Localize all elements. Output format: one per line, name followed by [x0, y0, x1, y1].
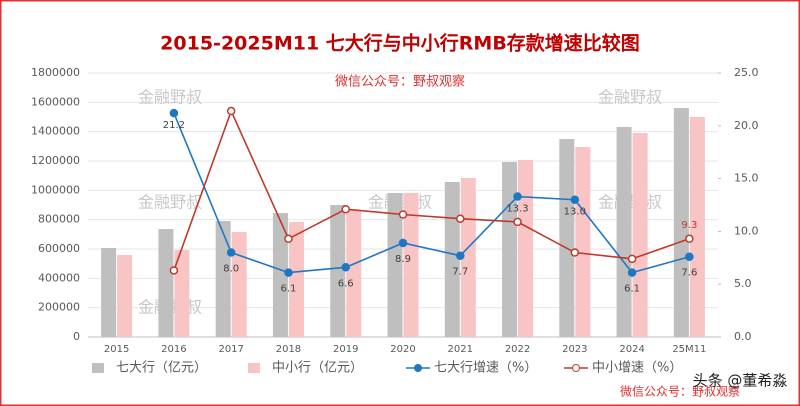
legend-label: 中小增速（%）	[592, 361, 682, 376]
bar	[101, 247, 117, 337]
bar	[272, 213, 288, 337]
line-point	[398, 210, 408, 219]
line-point	[685, 234, 694, 244]
data-label: 7.6	[681, 268, 697, 279]
chart-subtitle: 微信公众号：野叔观察	[335, 75, 465, 90]
bar	[403, 192, 419, 337]
data-label: 8.9	[395, 254, 411, 265]
watermark: 金融野叔	[138, 88, 202, 107]
chart-title: 2015-2025M11 七大行与中小行RMB存款增速比较图	[160, 32, 640, 55]
bar	[502, 162, 518, 337]
line-point	[570, 195, 580, 204]
x-tick-label: 2015	[104, 344, 129, 355]
bar	[231, 231, 247, 337]
y-tick-label: 1800000	[31, 66, 80, 79]
line-point	[398, 238, 408, 248]
x-tick-label: 25M11	[672, 344, 706, 355]
data-label: 21.2	[163, 120, 185, 131]
line-point	[456, 214, 465, 223]
bar	[330, 205, 346, 337]
bar	[559, 139, 575, 337]
bar	[575, 147, 591, 337]
line-point	[226, 106, 236, 116]
data-label: 13.0	[564, 207, 586, 218]
line-point	[685, 252, 694, 261]
data-label: 8.0	[223, 264, 239, 275]
y-tick-label: 1600000	[31, 95, 80, 108]
legend-swatch	[414, 364, 422, 372]
data-label: 7.7	[452, 267, 468, 278]
data-label: 6.1	[281, 284, 297, 295]
bar	[215, 220, 231, 337]
x-tick-label: 2023	[562, 344, 587, 355]
bar	[117, 255, 133, 337]
bar	[616, 126, 632, 338]
y-tick-label: 200000	[38, 301, 80, 314]
bar	[689, 117, 705, 337]
legend-swatch	[572, 364, 580, 372]
legend-swatch	[92, 363, 104, 373]
data-label: 13.3	[506, 204, 528, 215]
y-tick-label: 1200000	[31, 154, 80, 167]
y2-tick-label: 15.0	[734, 172, 759, 185]
y-tick-label: 400000	[38, 271, 80, 284]
bar	[673, 108, 689, 337]
y-tick-label: 800000	[38, 213, 80, 226]
line-point	[169, 266, 179, 275]
bar	[174, 250, 190, 337]
line-point	[456, 251, 465, 260]
bar	[444, 181, 460, 337]
x-tick-label: 2016	[161, 344, 186, 355]
line-point	[284, 268, 293, 277]
line	[173, 112, 690, 274]
data-label: 6.6	[338, 278, 354, 289]
bar	[288, 222, 304, 337]
x-tick-label: 2021	[448, 344, 473, 355]
watermark: 金融野叔	[138, 193, 202, 212]
legend-label: 七大行增速（%）	[434, 361, 537, 376]
bar	[346, 209, 362, 337]
line-point	[284, 234, 293, 244]
x-tick-label: 2019	[333, 344, 358, 355]
line-point	[513, 192, 522, 201]
line-point	[169, 108, 179, 118]
bar	[632, 132, 648, 337]
y2-tick-label: 10.0	[734, 224, 759, 237]
x-tick-label: 2017	[218, 344, 243, 355]
line-point	[341, 263, 350, 272]
line-point	[627, 268, 637, 277]
bar	[158, 229, 174, 337]
y2-tick-label: 25.0	[734, 66, 759, 79]
x-tick-label: 2020	[390, 344, 415, 355]
y2-tick-label: 20.0	[734, 119, 759, 132]
watermark: 头条 @董希淼	[693, 372, 788, 390]
legend-label: 中小行（亿元）	[272, 361, 363, 376]
y-tick-label: 600000	[38, 242, 80, 255]
bar	[460, 178, 476, 337]
x-tick-label: 2022	[505, 344, 530, 355]
line-point	[570, 248, 580, 257]
line-point	[627, 254, 637, 264]
bar	[518, 159, 534, 337]
x-tick-label: 2024	[619, 344, 644, 355]
line-point	[226, 248, 236, 257]
data-label: 6.1	[624, 284, 640, 295]
legend-swatch	[248, 363, 260, 373]
line-point	[341, 204, 350, 214]
y-tick-label: 0	[73, 330, 80, 343]
line-point	[513, 217, 522, 227]
line	[173, 108, 690, 271]
watermark: 金融野叔	[598, 88, 662, 107]
y2-tick-label: 0.0	[734, 330, 752, 343]
x-tick-label: 2018	[276, 344, 301, 355]
y-tick-label: 1400000	[31, 125, 80, 138]
y-tick-label: 1000000	[31, 183, 80, 196]
y2-tick-label: 5.0	[734, 277, 752, 290]
watermark: 微信公众号：野叔观察	[620, 385, 740, 399]
bar	[387, 192, 403, 337]
legend-label: 七大行（亿元）	[116, 361, 207, 376]
data-label: 9.3	[681, 220, 697, 231]
